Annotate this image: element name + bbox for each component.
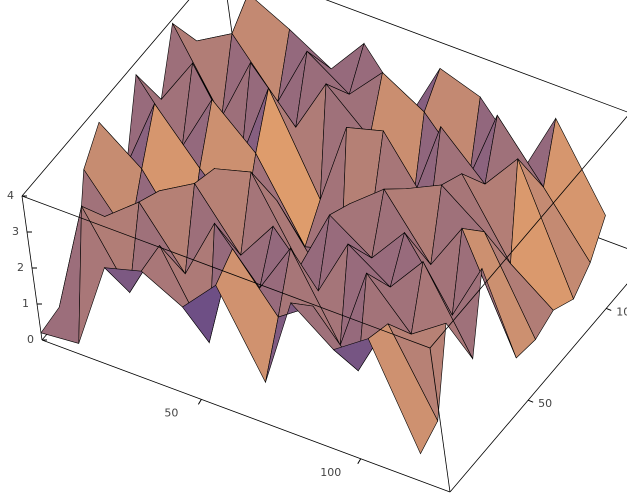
z-tick-label: 3 bbox=[12, 225, 19, 238]
x-tick-label: 100 bbox=[320, 466, 341, 479]
y-tick-label: 100 bbox=[616, 305, 627, 318]
x-tick-label: 50 bbox=[164, 406, 178, 419]
box-edge bbox=[41, 339, 451, 493]
surface-patch bbox=[40, 206, 82, 344]
surface-patch bbox=[367, 323, 439, 455]
y-tick bbox=[527, 399, 534, 403]
box-edge bbox=[449, 283, 627, 493]
box-edge bbox=[21, 195, 431, 349]
z-tick-label: 0 bbox=[27, 333, 34, 346]
y-tick-label: 50 bbox=[538, 397, 552, 410]
x-tick bbox=[357, 458, 362, 465]
box-edge bbox=[429, 347, 451, 493]
z-tick-label: 2 bbox=[17, 261, 24, 274]
z-tick-label: 4 bbox=[7, 189, 14, 202]
box-edge bbox=[429, 115, 627, 349]
x-tick bbox=[197, 399, 202, 405]
box-edge bbox=[325, 0, 627, 113]
y-tick bbox=[606, 307, 612, 311]
box-edge bbox=[21, 0, 190, 197]
z-tick-label: 1 bbox=[22, 297, 29, 310]
